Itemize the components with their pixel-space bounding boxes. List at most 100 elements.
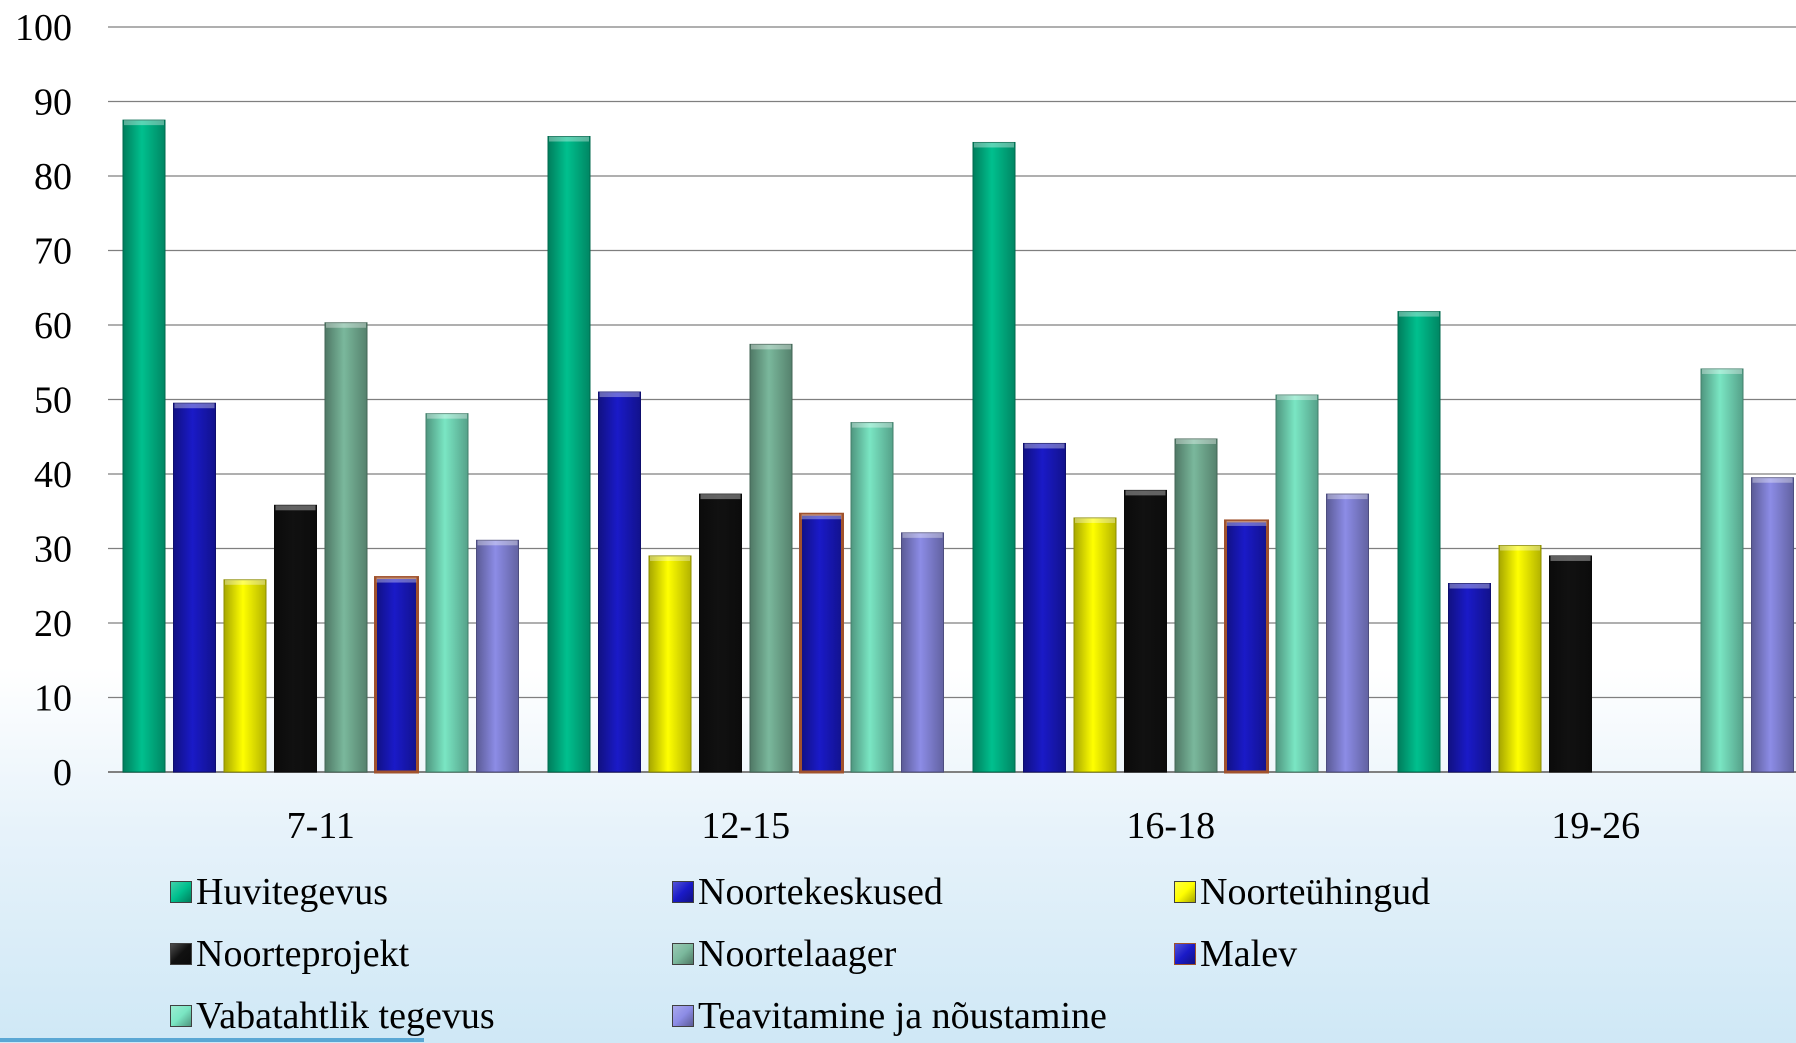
- legend-label: Teavitamine ja nõustamine: [698, 995, 1107, 1037]
- bar: [173, 402, 216, 773]
- decorative-line: [0, 1038, 424, 1042]
- bar-highlight: [1125, 490, 1166, 496]
- bar: [547, 136, 591, 773]
- bar-highlight: [1550, 555, 1591, 561]
- bar: [699, 493, 742, 773]
- bar-highlight: [225, 579, 265, 585]
- bar: [1023, 442, 1066, 773]
- legend-item: Noorteühingud: [1174, 868, 1570, 916]
- legend-swatch: [672, 943, 694, 965]
- legend-label: Noorteprojekt: [196, 933, 410, 975]
- legend-item: Noortekeskused: [672, 868, 1174, 916]
- y-tick-label: 0: [53, 752, 72, 794]
- x-tick-label: 12-15: [701, 805, 790, 847]
- bar-highlight: [1226, 520, 1267, 526]
- bar-highlight: [801, 514, 842, 520]
- bar-highlight: [1752, 477, 1793, 483]
- legend-label: Noorteühingud: [1200, 871, 1431, 913]
- y-tick-label: 80: [34, 156, 72, 198]
- legend-label: Noortekeskused: [698, 871, 943, 913]
- legend-swatch: [672, 1005, 694, 1027]
- y-tick-label: 70: [34, 231, 72, 273]
- x-tick-label: 16-18: [1126, 805, 1215, 847]
- bar: [425, 413, 469, 773]
- bar-highlight: [477, 540, 518, 546]
- bar-highlight: [326, 322, 366, 328]
- legend-label: Huvitegevus: [196, 871, 389, 913]
- x-tick-label: 19-26: [1551, 805, 1640, 847]
- bar-highlight: [902, 532, 943, 538]
- bar: [374, 576, 419, 774]
- legend-label: Malev: [1200, 933, 1298, 975]
- bar-highlight: [1327, 494, 1368, 500]
- bar: [1700, 368, 1744, 773]
- y-axis-labels: 0 10 20 30 40 50 60 70 80 90 100: [15, 7, 72, 794]
- bar: [476, 539, 519, 773]
- bars: [122, 119, 1794, 774]
- bar-highlight: [174, 403, 215, 409]
- bar-highlight: [974, 142, 1014, 148]
- bar: [324, 322, 368, 773]
- bar-highlight: [549, 136, 589, 142]
- bar: [648, 555, 692, 773]
- bar: [1275, 394, 1319, 773]
- bar-highlight: [1075, 517, 1115, 523]
- bar-highlight: [599, 392, 640, 398]
- bar: [850, 422, 894, 773]
- bar: [1124, 489, 1167, 773]
- bar-highlight: [1702, 368, 1742, 374]
- bar: [274, 504, 317, 773]
- legend-swatch: [170, 943, 192, 965]
- bar: [1751, 477, 1794, 773]
- legend-item: Huvitegevus: [170, 868, 672, 916]
- bar-highlight: [1500, 545, 1540, 551]
- bar: [749, 343, 793, 773]
- bar-highlight: [1176, 438, 1216, 444]
- legend-swatch: [170, 1005, 192, 1027]
- bar-highlight: [751, 344, 791, 350]
- bar: [1498, 545, 1542, 773]
- legend-item: Teavitamine ja nõustamine: [672, 992, 1174, 1040]
- bar-highlight: [1024, 443, 1065, 449]
- legend-item: Noorteprojekt: [170, 930, 672, 978]
- y-tick-label: 100: [15, 7, 72, 49]
- y-tick-label: 50: [34, 380, 72, 422]
- legend-swatch: [1174, 881, 1196, 903]
- bar: [1448, 583, 1491, 773]
- bar-highlight: [650, 555, 690, 561]
- bar-highlight: [700, 494, 741, 500]
- y-tick-label: 30: [34, 529, 72, 571]
- y-tick-label: 20: [34, 603, 72, 645]
- y-tick-label: 60: [34, 305, 72, 347]
- legend-label: Noortelaager: [698, 933, 897, 975]
- legend-item: Malev: [1174, 930, 1570, 978]
- legend-swatch: [672, 881, 694, 903]
- bar-highlight: [275, 505, 316, 511]
- legend-item: Vabatahtlik tegevus: [170, 992, 672, 1040]
- bar: [1397, 311, 1441, 773]
- bar-highlight: [427, 413, 467, 419]
- bar: [901, 532, 944, 773]
- bar-highlight: [1449, 583, 1490, 589]
- legend-item: Noortelaager: [672, 930, 1174, 978]
- bar: [1549, 555, 1592, 773]
- bar: [223, 579, 267, 773]
- legend-swatch: [170, 881, 192, 903]
- bar: [122, 119, 166, 773]
- bar: [1174, 438, 1218, 773]
- bar-highlight: [1277, 395, 1317, 401]
- legend: Huvitegevus Noortekeskused Noorteühingud No…: [170, 868, 1570, 1040]
- bar: [1326, 493, 1369, 773]
- bar: [972, 141, 1016, 773]
- bar-highlight: [1399, 311, 1439, 317]
- bar: [1224, 519, 1269, 774]
- y-tick-label: 90: [34, 82, 72, 124]
- legend-label: Vabatahtlik tegevus: [196, 995, 495, 1037]
- legend-swatch: [1174, 943, 1196, 965]
- x-tick-label: 7-11: [287, 805, 355, 847]
- x-axis-labels: 7-11 12-15 16-18 19-26: [287, 805, 1640, 847]
- bar: [1073, 517, 1117, 773]
- y-tick-label: 40: [34, 454, 72, 496]
